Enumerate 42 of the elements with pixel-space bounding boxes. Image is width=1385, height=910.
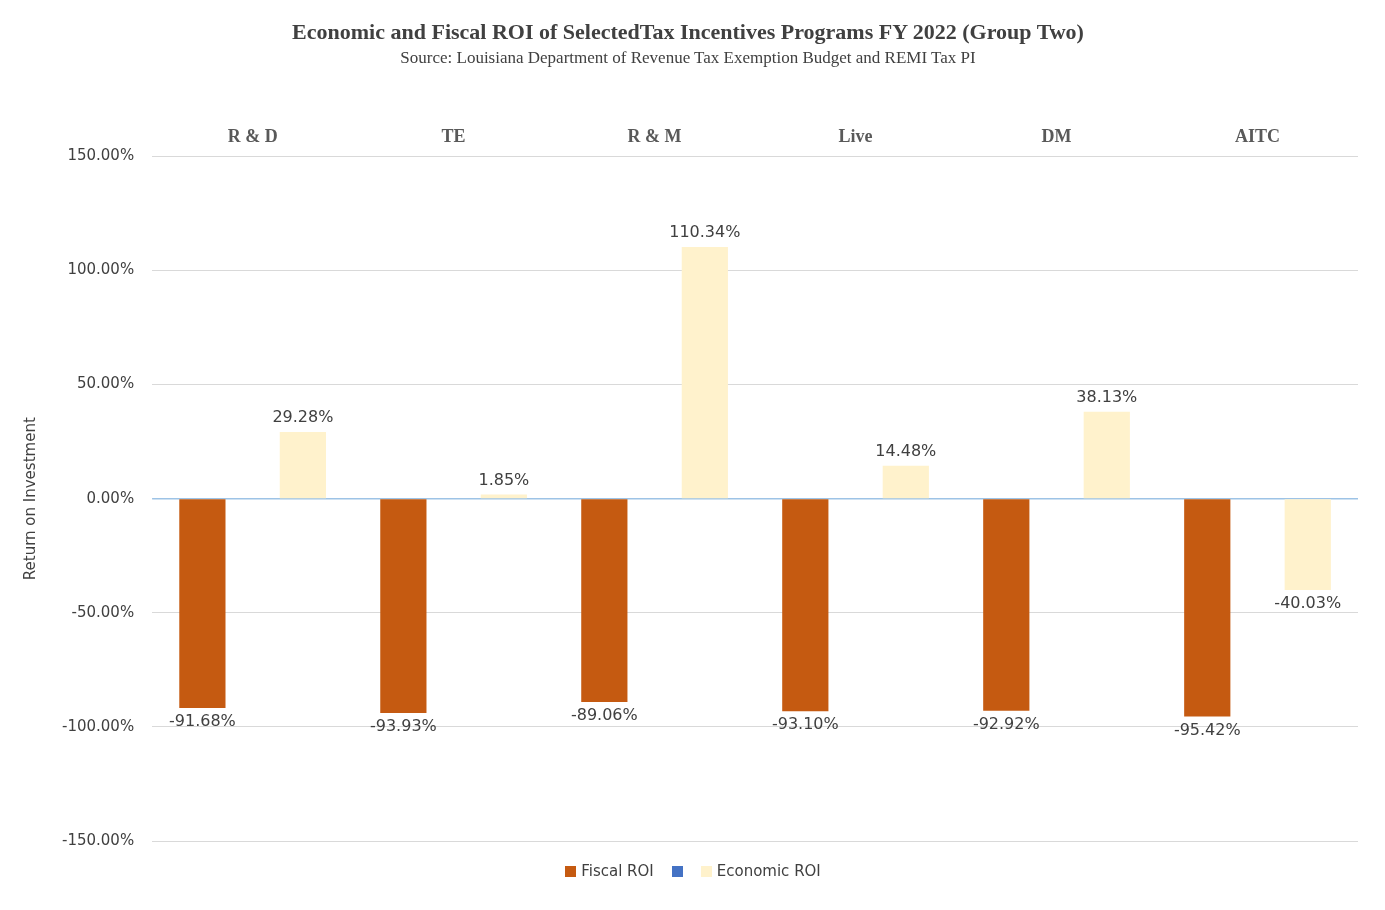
chart-title: Economic and Fiscal ROI of SelectedTax Incentives Programs FY 2022 (Group Two) — [292, 18, 1084, 44]
x-tick-label: TE — [441, 126, 466, 147]
x-tick-label: AITC — [1235, 126, 1281, 147]
x-tick-label: R & D — [227, 126, 278, 147]
data-label: 110.34% — [669, 222, 741, 242]
data-label: 1.85% — [478, 469, 530, 489]
x-tick-label: DM — [1041, 126, 1072, 147]
data-label: -93.93% — [369, 716, 437, 736]
y-tick-label: 50.00% — [76, 374, 135, 393]
data-label: -91.68% — [169, 711, 236, 731]
bar — [1083, 411, 1130, 499]
bar — [279, 431, 326, 499]
data-label: -40.03% — [1274, 593, 1342, 613]
y-tick-label: -150.00% — [61, 830, 135, 849]
bar — [782, 499, 829, 712]
y-tick-label: 150.00% — [67, 146, 135, 165]
data-label: -89.06% — [570, 705, 638, 725]
y-tick-label: 0.00% — [86, 488, 135, 507]
bar — [480, 494, 527, 499]
data-label: 38.13% — [1076, 386, 1138, 406]
bar — [1184, 499, 1231, 717]
bar — [179, 499, 226, 708]
bar — [882, 465, 929, 499]
data-label: -92.92% — [972, 713, 1040, 733]
x-tick-label: Live — [838, 126, 873, 147]
x-tick-label: R & M — [627, 126, 682, 147]
legend-label: Economic ROI — [716, 862, 821, 880]
y-axis-title: Return on Investment — [20, 417, 39, 581]
data-label: 14.48% — [875, 440, 937, 460]
y-tick-label: -100.00% — [61, 716, 135, 735]
data-label: -93.10% — [771, 714, 839, 734]
bar — [983, 499, 1030, 711]
y-tick-label: 100.00% — [67, 260, 135, 279]
y-tick-label: -50.00% — [71, 602, 135, 621]
data-label: -95.42% — [1173, 719, 1241, 739]
bar — [581, 499, 628, 702]
chart-subtitle: Source: Louisiana Department of Revenue Tax Exemption Budget and REMI Tax PI — [400, 48, 976, 68]
bar — [681, 246, 728, 499]
bar — [1284, 499, 1331, 591]
data-label: 29.28% — [272, 407, 334, 427]
bar — [380, 499, 427, 714]
legend-label: Fiscal ROI — [581, 862, 654, 880]
